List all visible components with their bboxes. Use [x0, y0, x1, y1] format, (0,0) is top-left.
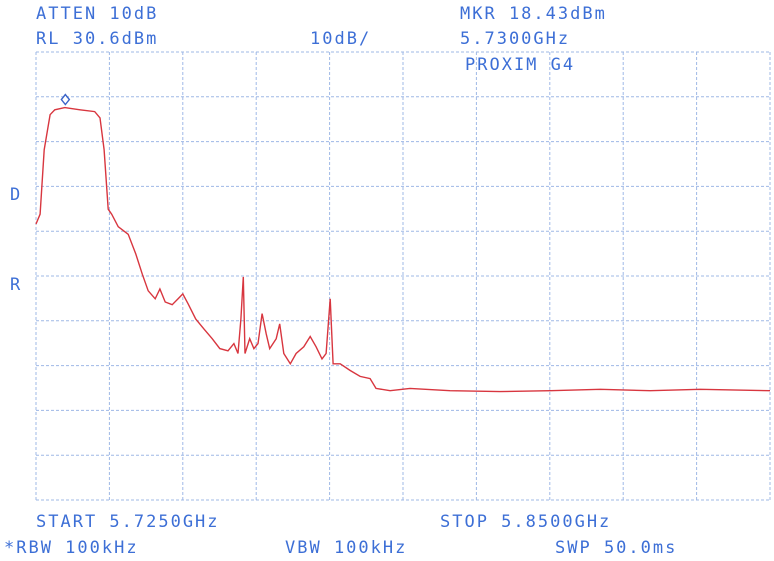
atten-label: ATTEN 10dB — [36, 4, 158, 24]
start-label: START 5.7250GHz — [36, 512, 220, 532]
rbw-label: *RBW 100kHz — [4, 538, 139, 558]
ref-level-label: RL 30.6dBm — [36, 29, 158, 49]
marker-level-label: MKR 18.43dBm — [460, 4, 607, 24]
sweep-label: SWP 50.0ms — [555, 538, 677, 558]
vbw-label: VBW 100kHz — [285, 538, 407, 558]
scale-label: 10dB/ — [310, 29, 371, 49]
side-label: R — [10, 275, 22, 295]
device-label: PROXIM G4 — [465, 55, 575, 75]
trace — [35, 106, 771, 393]
marker — [60, 93, 71, 106]
stop-label: STOP 5.8500GHz — [440, 512, 611, 532]
marker-freq-label: 5.7300GHz — [460, 29, 570, 49]
side-label: D — [10, 185, 22, 205]
